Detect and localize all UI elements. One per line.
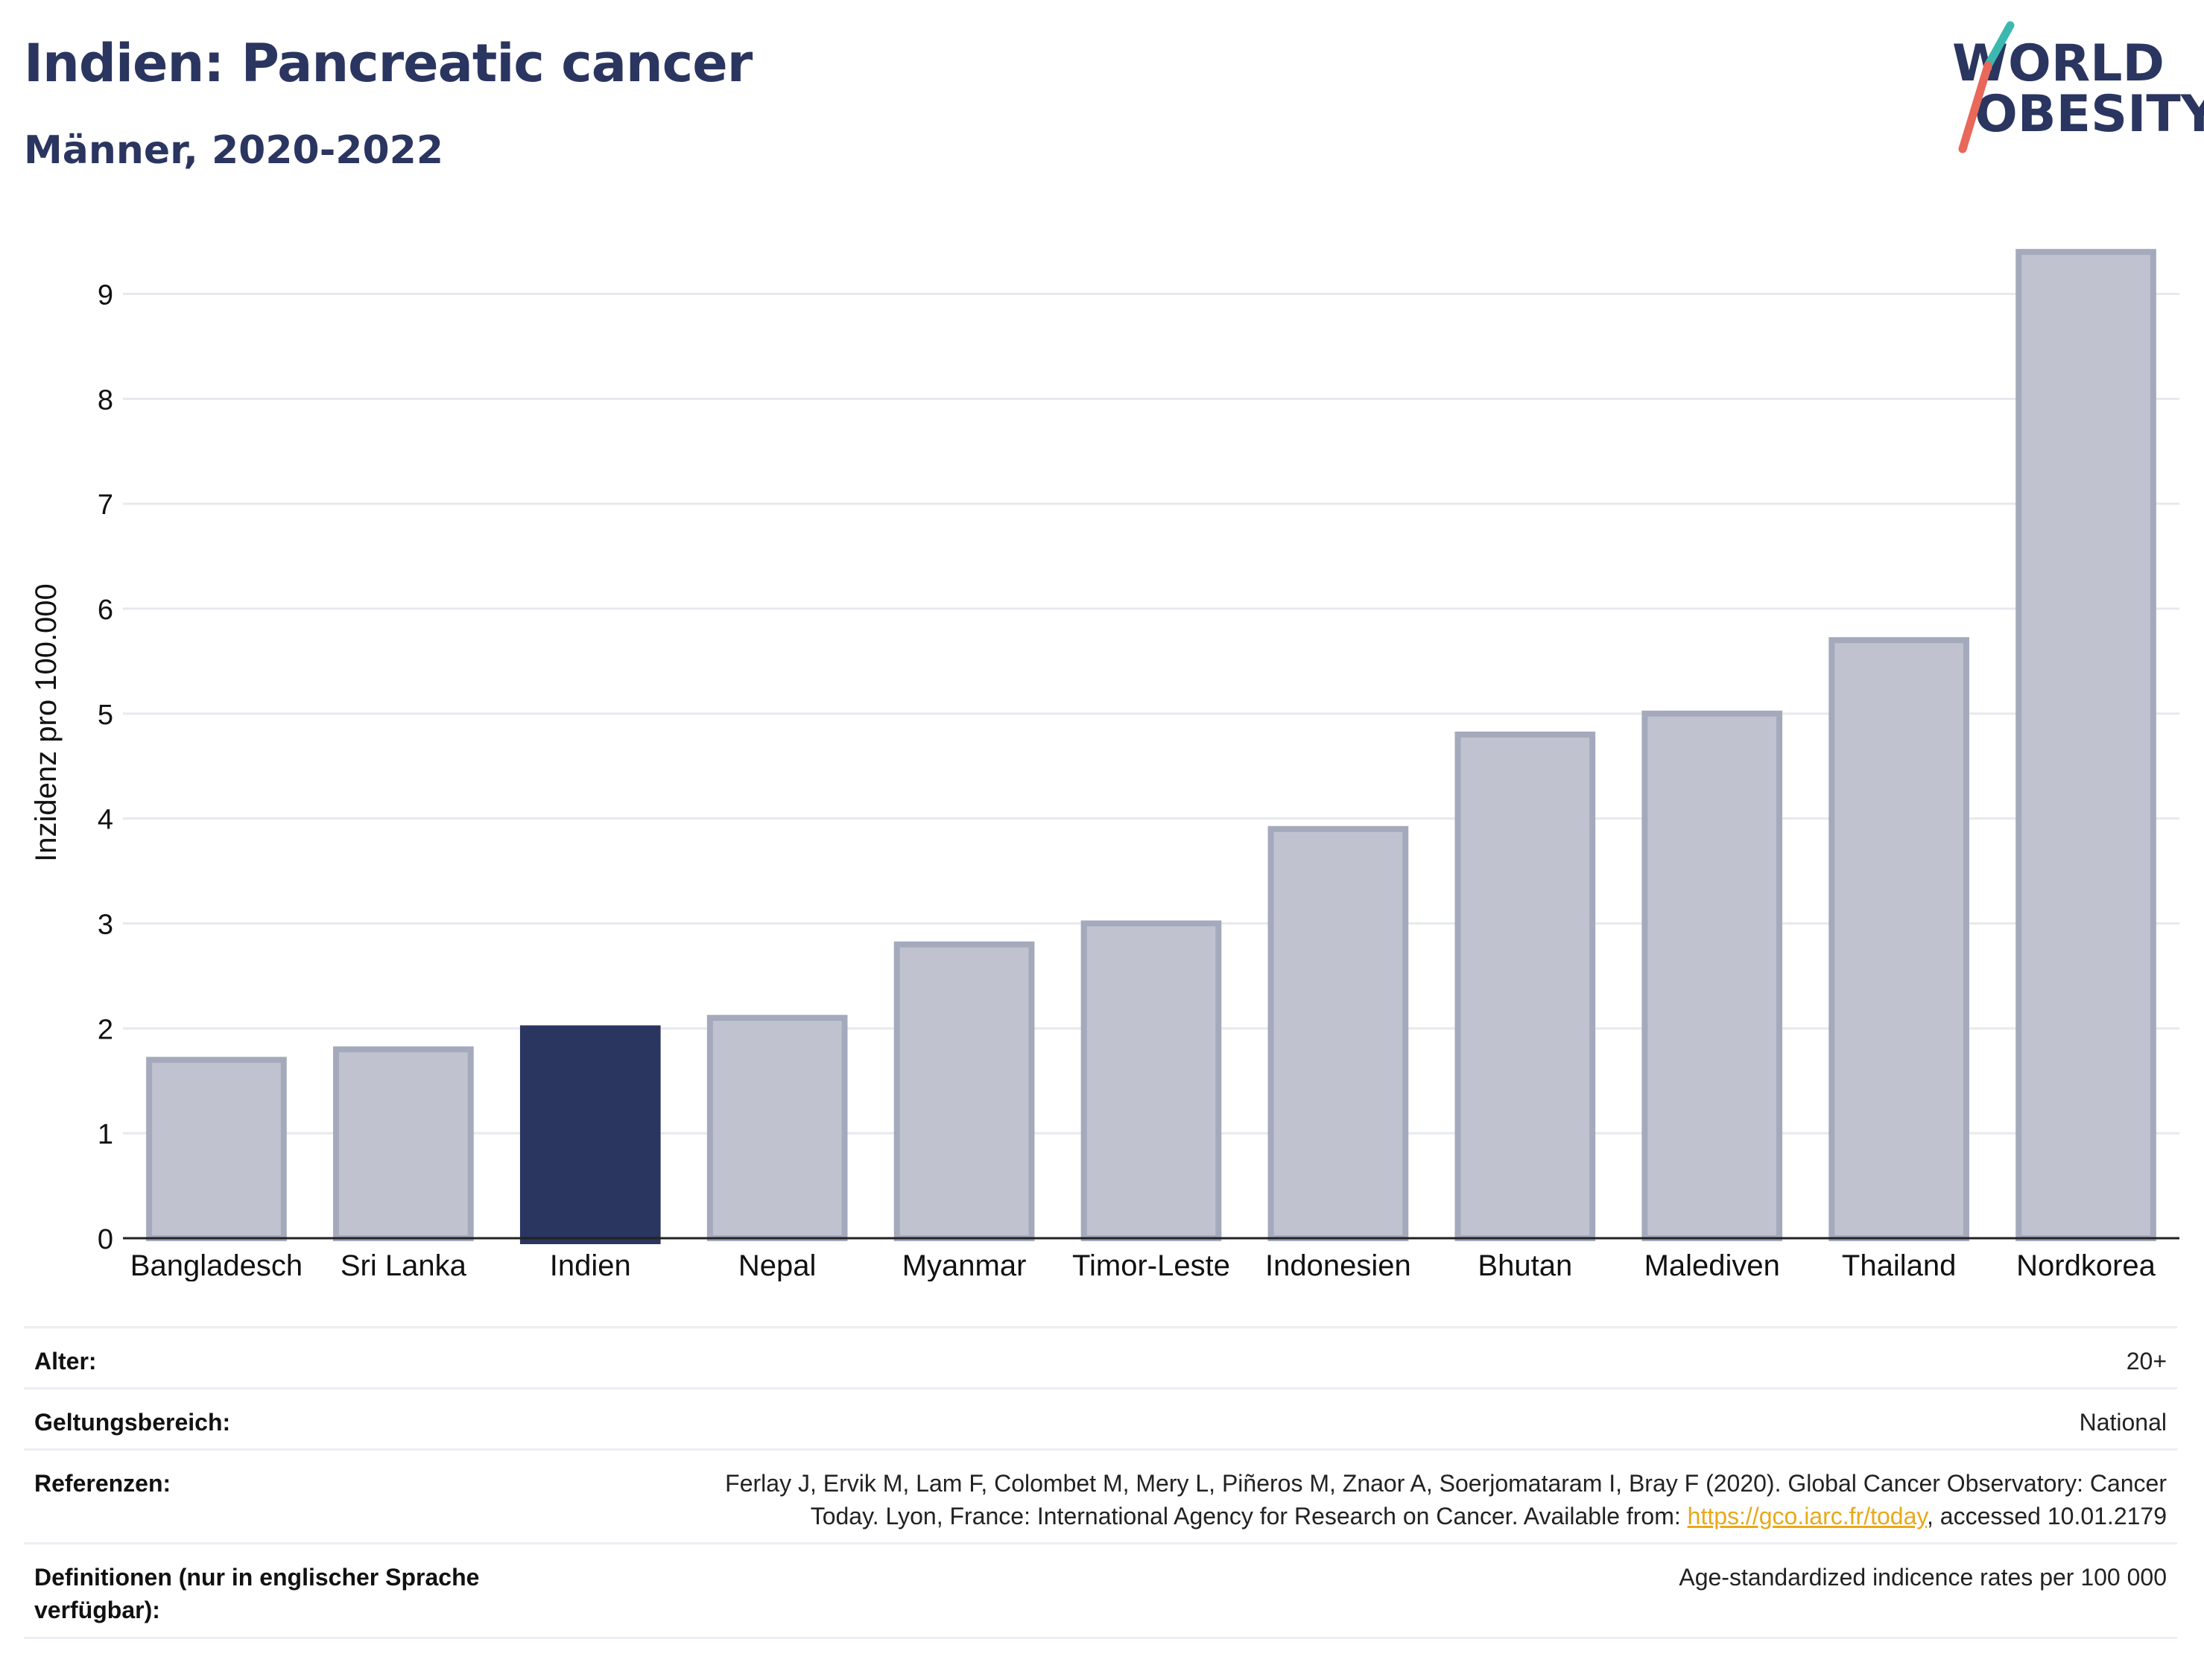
bar-malediven [1641, 710, 1783, 1241]
bar-bhutan [1454, 732, 1596, 1241]
bar-nepal [706, 1015, 848, 1241]
bar-nordkorea [2015, 249, 2156, 1242]
x-tick-label: Sri Lanka [341, 1249, 467, 1281]
y-tick-label: 5 [98, 700, 113, 731]
x-tick-label: Timor-Leste [1072, 1249, 1230, 1281]
y-tick-label: 1 [98, 1119, 113, 1150]
meta-label-line-2: verfügbar): [34, 1597, 160, 1623]
x-tick-label: Bangladesch [130, 1249, 303, 1281]
meta-value-line-1: Ferlay J, Ervik M, Lam F, Colombet M, Me… [725, 1470, 2167, 1497]
y-tick-label: 4 [98, 805, 113, 836]
bar-chart: 0 1 2 3 4 5 6 7 8 9 Bangladesch Sri Lanka Indien Nepa… [30, 249, 2179, 1281]
y-tick-label: 7 [98, 489, 113, 521]
bar-thailand [1828, 637, 1969, 1241]
y-tick-label: 0 [98, 1224, 113, 1255]
logo-line-2: OBESITY [1975, 85, 2204, 144]
bar-indien [519, 1025, 661, 1245]
bar-indonesien [1267, 825, 1409, 1241]
world-obesity-logo: WORLD OBESITY [1937, 21, 2204, 162]
y-tick-label: 8 [98, 384, 113, 416]
y-tick-label: 3 [98, 910, 113, 941]
axes: 0 1 2 3 4 5 6 7 8 9 Bangladesch Sri Lanka Indien Nepa… [98, 280, 2179, 1281]
bar-sri-lanka [333, 1046, 474, 1241]
y-axis-label: Inzidenz pro 100.000 [30, 583, 63, 862]
x-tick-label: Nepal [738, 1249, 817, 1281]
x-tick-label: Bhutan [1478, 1249, 1572, 1281]
meta-row-definitions: Definitionen (nur in englischer Sprache … [24, 1542, 2177, 1639]
bar-bangladesch [146, 1056, 287, 1242]
bars [146, 249, 2156, 1245]
x-tick-label: Indien [550, 1249, 631, 1281]
meta-value-line-2: Today. Lyon, France: International Agenc… [811, 1500, 2167, 1532]
page-subtitle: Männer, 2020-2022 [24, 128, 444, 173]
bar-myanmar [893, 941, 1035, 1242]
meta-row-age: Alter: 20+ [24, 1326, 2177, 1388]
y-tick-label: 2 [98, 1014, 113, 1045]
reference-link[interactable]: https://gco.iarc.fr/today [1687, 1503, 1927, 1530]
x-tick-label: Nordkorea [2016, 1249, 2156, 1281]
reference-text: Today. Lyon, France: International Agenc… [810, 1503, 1688, 1530]
meta-label: Geltungsbereich: [34, 1409, 231, 1436]
meta-label-line-1: Definitionen (nur in englischer Sprache [34, 1564, 480, 1591]
reference-accessed: , accessed 10.01.2179 [1926, 1503, 2167, 1530]
y-tick-label: 6 [98, 595, 113, 626]
logo-slash-icon [1958, 21, 2015, 153]
x-tick-label: Thailand [1842, 1249, 1956, 1281]
meta-row-scope: Geltungsbereich: National [24, 1387, 2177, 1449]
meta-label: Alter: [34, 1348, 97, 1375]
meta-value: 20+ [2126, 1348, 2167, 1375]
x-tick-label: Myanmar [902, 1249, 1027, 1281]
x-tick-label: Indonesien [1265, 1249, 1411, 1281]
meta-row-references: Referenzen: Ferlay J, Ervik M, Lam F, Co… [24, 1448, 2177, 1543]
meta-value: Age-standardized indicence rates per 100… [1679, 1564, 2167, 1591]
meta-value: National [2079, 1409, 2167, 1436]
page-title: Indien: Pancreatic cancer [24, 33, 753, 94]
meta-label: Referenzen: [34, 1470, 171, 1497]
bar-timor-leste [1080, 920, 1222, 1241]
x-tick-label: Malediven [1644, 1249, 1780, 1281]
y-tick-label: 9 [98, 280, 113, 311]
